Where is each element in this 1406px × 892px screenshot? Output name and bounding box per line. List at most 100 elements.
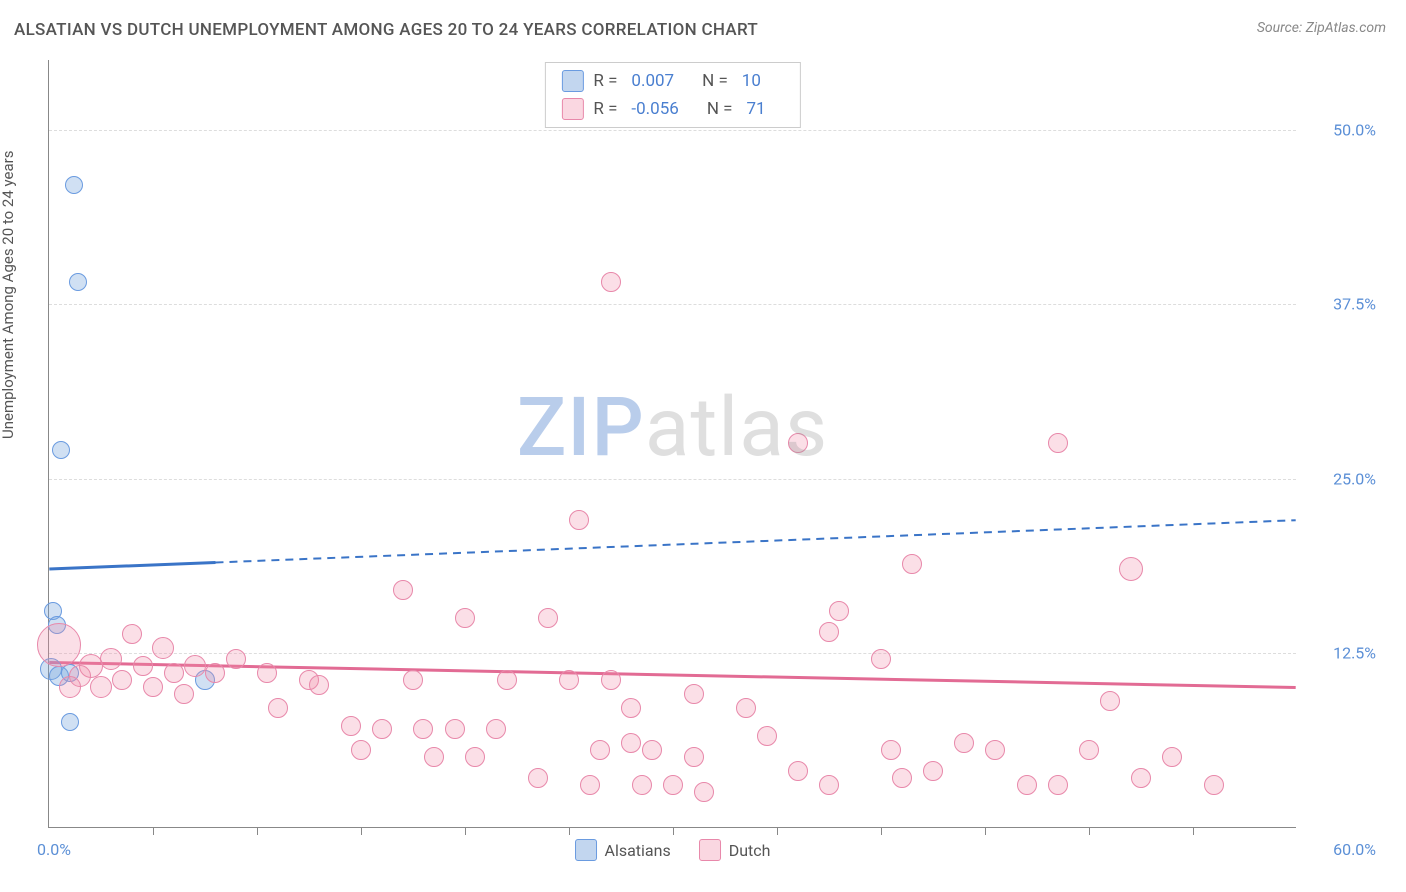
data-point bbox=[65, 176, 83, 194]
data-point bbox=[621, 698, 641, 718]
data-point bbox=[954, 733, 974, 753]
data-point bbox=[1119, 557, 1143, 581]
chart-title: ALSATIAN VS DUTCH UNEMPLOYMENT AMONG AGE… bbox=[14, 20, 758, 40]
data-point bbox=[632, 775, 652, 795]
y-tick-label: 25.0% bbox=[1306, 469, 1376, 488]
data-point bbox=[309, 675, 329, 695]
legend-label-dutch: Dutch bbox=[729, 841, 771, 860]
data-point bbox=[268, 698, 288, 718]
x-tick bbox=[153, 827, 154, 835]
data-point bbox=[184, 655, 206, 677]
data-point bbox=[788, 433, 808, 453]
x-tick bbox=[777, 827, 778, 835]
x-tick bbox=[361, 827, 362, 835]
data-point bbox=[1131, 768, 1151, 788]
data-point bbox=[1048, 433, 1068, 453]
legend-stats: R = 0.007 N = 10 R = -0.056 N = 71 bbox=[544, 62, 800, 128]
swatch-alsatians-icon bbox=[561, 70, 583, 92]
legend-series: Alsatians Dutch bbox=[575, 839, 771, 861]
plot-area: ZIPatlas R = 0.007 N = 10 R = -0.056 N =… bbox=[48, 60, 1296, 828]
data-point bbox=[205, 663, 225, 683]
data-point bbox=[174, 684, 194, 704]
grid-line bbox=[49, 304, 1296, 305]
y-tick-label: 12.5% bbox=[1306, 644, 1376, 663]
trend-lines bbox=[49, 60, 1296, 827]
data-point bbox=[819, 775, 839, 795]
data-point bbox=[871, 649, 891, 669]
data-point bbox=[829, 601, 849, 621]
data-point bbox=[923, 761, 943, 781]
data-point bbox=[112, 670, 132, 690]
data-point bbox=[424, 747, 444, 767]
x-axis-min-label: 0.0% bbox=[37, 840, 71, 859]
data-point bbox=[1100, 691, 1120, 711]
data-point bbox=[257, 663, 277, 683]
r-label: R = bbox=[593, 95, 617, 123]
y-tick-label: 50.0% bbox=[1306, 120, 1376, 139]
y-tick-label: 37.5% bbox=[1306, 295, 1376, 314]
data-point bbox=[90, 676, 112, 698]
x-tick bbox=[881, 827, 882, 835]
data-point bbox=[757, 726, 777, 746]
x-tick bbox=[1193, 827, 1194, 835]
data-point bbox=[902, 554, 922, 574]
data-point bbox=[37, 623, 81, 667]
data-point bbox=[455, 608, 475, 628]
legend-row-dutch: R = -0.056 N = 71 bbox=[561, 95, 783, 123]
swatch-dutch-icon bbox=[699, 839, 721, 861]
swatch-alsatians-icon bbox=[575, 839, 597, 861]
watermark-atlas: atlas bbox=[645, 380, 828, 476]
data-point bbox=[403, 670, 423, 690]
data-point bbox=[601, 670, 621, 690]
data-point bbox=[61, 713, 79, 731]
data-point bbox=[341, 716, 361, 736]
data-point bbox=[164, 663, 184, 683]
data-point bbox=[684, 747, 704, 767]
data-point bbox=[372, 719, 392, 739]
data-point bbox=[1079, 740, 1099, 760]
data-point bbox=[1017, 775, 1037, 795]
data-point bbox=[69, 273, 87, 291]
data-point bbox=[143, 677, 163, 697]
legend-label-alsatians: Alsatians bbox=[605, 841, 671, 860]
legend-item-dutch: Dutch bbox=[699, 839, 771, 861]
r-label: R = bbox=[593, 67, 617, 95]
x-tick bbox=[465, 827, 466, 835]
data-point bbox=[100, 648, 122, 670]
data-point bbox=[486, 719, 506, 739]
x-tick bbox=[673, 827, 674, 835]
n-value-dutch: 71 bbox=[747, 95, 766, 123]
grid-line bbox=[49, 479, 1296, 480]
source-attribution: Source: ZipAtlas.com bbox=[1257, 20, 1386, 36]
data-point bbox=[642, 740, 662, 760]
data-point bbox=[892, 768, 912, 788]
grid-line bbox=[49, 130, 1296, 131]
data-point bbox=[1162, 747, 1182, 767]
data-point bbox=[788, 761, 808, 781]
r-value-dutch: -0.056 bbox=[631, 95, 678, 123]
legend-row-alsatians: R = 0.007 N = 10 bbox=[561, 67, 783, 95]
x-axis-max-label: 60.0% bbox=[1333, 840, 1376, 859]
data-point bbox=[881, 740, 901, 760]
data-point bbox=[122, 624, 142, 644]
data-point bbox=[152, 637, 174, 659]
n-label: N = bbox=[707, 95, 733, 123]
y-axis-label: Unemployment Among Ages 20 to 24 years bbox=[0, 151, 17, 439]
data-point bbox=[819, 622, 839, 642]
data-point bbox=[59, 676, 81, 698]
legend-item-alsatians: Alsatians bbox=[575, 839, 671, 861]
x-tick bbox=[1089, 827, 1090, 835]
x-tick bbox=[985, 827, 986, 835]
data-point bbox=[601, 272, 621, 292]
data-point bbox=[684, 684, 704, 704]
data-point bbox=[559, 670, 579, 690]
data-point bbox=[538, 608, 558, 628]
n-label: N = bbox=[702, 67, 728, 95]
x-tick bbox=[569, 827, 570, 835]
x-tick bbox=[257, 827, 258, 835]
data-point bbox=[133, 656, 153, 676]
n-value-alsatians: 10 bbox=[742, 67, 761, 95]
data-point bbox=[226, 649, 246, 669]
data-point bbox=[497, 670, 517, 690]
data-point bbox=[736, 698, 756, 718]
